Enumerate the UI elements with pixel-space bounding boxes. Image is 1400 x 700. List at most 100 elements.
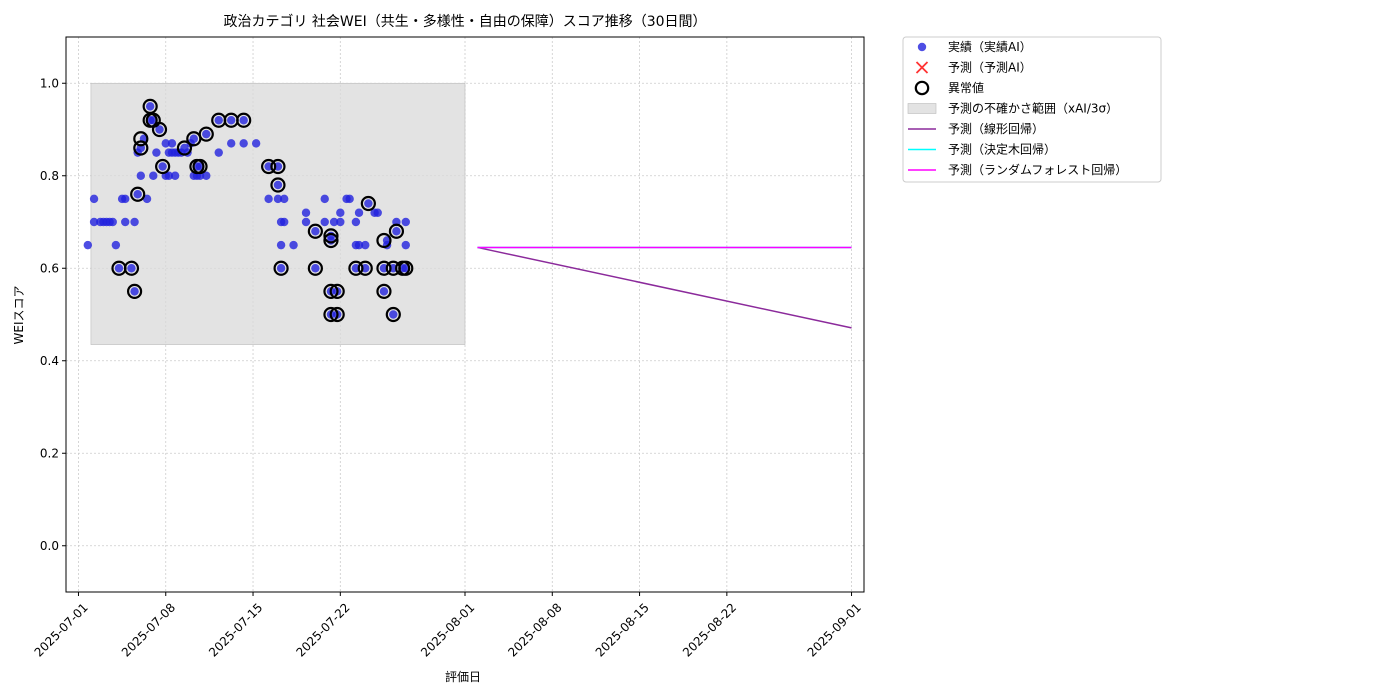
anomaly-point [376, 260, 392, 276]
actual-point [145, 102, 155, 111]
legend-dot-marker [917, 42, 927, 52]
anomaly-point [385, 306, 401, 323]
anomaly-point [329, 283, 345, 299]
legend-x-marker [915, 61, 929, 74]
x-axis-label: 評価日 [445, 669, 481, 684]
actual-point [227, 139, 236, 148]
actual-point [345, 194, 354, 204]
actual-point [392, 227, 401, 236]
actual-point [227, 116, 236, 125]
actual-point [280, 217, 289, 227]
y-axis-label: WEIスコア [12, 286, 26, 345]
actual-point [170, 171, 180, 180]
actual-point [239, 139, 248, 148]
legend-band-marker [907, 103, 937, 114]
actual-point [121, 194, 130, 204]
anomaly-point [357, 260, 373, 276]
anomaly-point [323, 232, 339, 249]
anomaly-point [261, 158, 277, 175]
actual-point [251, 139, 261, 148]
actual-point [108, 217, 117, 227]
anomaly-point [270, 158, 286, 175]
actual-point [301, 208, 311, 217]
actual-point [111, 240, 121, 250]
actual-point [127, 264, 136, 273]
anomaly-point [273, 260, 289, 276]
actual-point [142, 194, 152, 204]
anomaly-points-layer [111, 98, 414, 323]
actual-point [320, 194, 329, 204]
actual-point [354, 208, 364, 217]
actual-point [276, 240, 286, 250]
anomaly-point [130, 186, 146, 202]
y-tick-label: 0.6 [40, 261, 59, 275]
anomaly-point [126, 283, 143, 299]
actual-point [136, 171, 146, 180]
legend-label: 予測（予測AI） [948, 61, 1032, 75]
actual-point [280, 194, 289, 204]
anomaly-point [270, 177, 286, 193]
actual-point [401, 240, 410, 250]
anomaly-point [133, 131, 149, 147]
y-tick-label: 0.8 [40, 169, 59, 183]
legend-label: 実績（実績AI） [948, 39, 1032, 54]
anomaly-point [388, 223, 405, 239]
actual-point [273, 194, 283, 204]
actual-point [161, 139, 170, 148]
anomaly-point [133, 140, 149, 156]
actual-point [373, 208, 382, 217]
chart-title: 政治カテゴリ 社会WEI（共生・多様性・自由の保障）スコア推移（30日間） [223, 13, 706, 30]
regression-lines-layer [477, 246, 852, 329]
anomaly-point [348, 260, 364, 276]
anomaly-point [329, 306, 345, 323]
actual-point [130, 217, 139, 227]
anomaly-point [198, 126, 214, 142]
actual-point [155, 125, 164, 134]
actual-point [379, 287, 389, 296]
series-line-linear [477, 246, 852, 329]
actual-point [264, 194, 273, 204]
legend-label: 異常値 [948, 80, 984, 95]
actual-point [89, 217, 99, 227]
actual-point [189, 134, 199, 143]
anomaly-point [307, 260, 323, 276]
legend-frame [902, 36, 1162, 183]
anomaly-point [323, 228, 339, 244]
actual-point [114, 264, 124, 273]
anomaly-point [155, 158, 171, 175]
actual-point [354, 240, 364, 250]
actual-point [320, 217, 329, 227]
actual-point [329, 217, 339, 227]
anomaly-point [376, 232, 392, 249]
actual-point [167, 139, 177, 148]
anomaly-point [123, 260, 140, 276]
actual-point [389, 310, 398, 319]
actual-point [149, 171, 158, 180]
legend-label: 予測（線形回帰） [948, 121, 1044, 136]
actual-point [214, 148, 223, 157]
actual-point [311, 264, 320, 273]
y-axis-ticks: 0.0 0.2 0.4 0.6 0.8 1.0 [40, 76, 66, 553]
actual-point [364, 199, 373, 208]
legend-label: 予測（決定木回帰） [948, 142, 1056, 157]
anomaly-point [398, 260, 414, 276]
actual-point [239, 116, 248, 125]
actual-point [273, 180, 283, 190]
actual-point [311, 227, 320, 236]
actual-point [301, 217, 311, 227]
y-tick-label: 0.4 [40, 354, 59, 368]
actual-point [83, 240, 93, 250]
y-tick-label: 0.2 [40, 446, 59, 460]
actual-point [158, 162, 167, 171]
legend-label: 予測の不確かさ範囲（xAI/3σ） [948, 101, 1118, 116]
legend-ring-marker [914, 80, 930, 96]
anomaly-point [360, 195, 376, 212]
actual-point [202, 129, 211, 139]
actual-point [164, 171, 174, 180]
anomaly-point [307, 223, 323, 239]
actual-point [121, 217, 130, 227]
anomaly-point [236, 112, 252, 128]
actual-point [289, 240, 298, 250]
actual-point [276, 264, 286, 273]
